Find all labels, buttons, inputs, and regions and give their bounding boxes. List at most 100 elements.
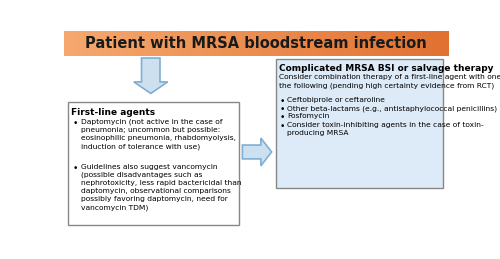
Bar [110, 31, 114, 56]
Bar [398, 31, 404, 56]
Bar [102, 31, 107, 56]
Bar [144, 31, 149, 56]
Bar [168, 31, 172, 56]
Bar [276, 59, 444, 188]
Bar [76, 31, 80, 56]
Bar [106, 31, 110, 56]
Bar [418, 31, 422, 56]
Bar [402, 31, 407, 56]
Bar [210, 31, 214, 56]
Bar [64, 31, 68, 56]
Bar [337, 31, 342, 56]
Bar [345, 31, 350, 56]
Bar [156, 31, 161, 56]
Bar [141, 31, 146, 56]
Bar [218, 31, 222, 56]
Bar [87, 31, 92, 56]
Bar [264, 31, 268, 56]
Bar [302, 31, 307, 56]
Text: •: • [280, 97, 284, 106]
Bar [384, 31, 388, 56]
Text: Other beta-lactams (e.g., antistaphylococcal penicillins): Other beta-lactams (e.g., antistaphyloco… [287, 105, 497, 112]
Bar [230, 31, 234, 56]
Bar [406, 31, 411, 56]
Bar [83, 31, 87, 56]
Bar [283, 31, 288, 56]
Bar [90, 31, 96, 56]
Bar [430, 31, 434, 56]
Bar [164, 31, 168, 56]
Bar [226, 31, 230, 56]
Bar [94, 31, 99, 56]
Text: Ceftobiprole or ceftaroline: Ceftobiprole or ceftaroline [287, 97, 385, 103]
Bar [183, 31, 188, 56]
Bar [68, 102, 238, 225]
Bar [68, 31, 72, 56]
Bar [437, 31, 442, 56]
Text: Complicated MRSA BSI or salvage therapy: Complicated MRSA BSI or salvage therapy [280, 64, 494, 73]
Bar [352, 31, 357, 56]
Bar [306, 31, 311, 56]
Bar [137, 31, 141, 56]
Bar [445, 31, 450, 56]
Bar [260, 31, 264, 56]
Bar [298, 31, 303, 56]
Bar [356, 31, 361, 56]
Bar [326, 31, 330, 56]
Polygon shape [134, 58, 168, 93]
Bar [133, 31, 138, 56]
Bar [79, 31, 84, 56]
Bar [280, 31, 284, 56]
Bar [118, 31, 122, 56]
Bar [148, 31, 153, 56]
Bar [376, 31, 380, 56]
Bar [237, 31, 242, 56]
Bar [129, 31, 134, 56]
Bar [160, 31, 164, 56]
Text: First-line agents: First-line agents [72, 108, 156, 117]
Polygon shape [242, 138, 272, 166]
Bar [222, 31, 226, 56]
Text: •: • [280, 105, 284, 114]
Text: Fosfomycin: Fosfomycin [287, 113, 330, 119]
Bar [310, 31, 315, 56]
Bar [248, 31, 253, 56]
Bar [333, 31, 338, 56]
Bar [179, 31, 184, 56]
Bar [233, 31, 238, 56]
Bar [256, 31, 261, 56]
Text: Patient with MRSA bloodstream infection: Patient with MRSA bloodstream infection [86, 36, 427, 51]
Bar [322, 31, 326, 56]
Bar [295, 31, 300, 56]
Bar [152, 31, 157, 56]
Text: Guidelines also suggest vancomycin
(possible disadvantages such as
nephrotoxicit: Guidelines also suggest vancomycin (poss… [80, 163, 241, 211]
Bar [422, 31, 426, 56]
Text: Daptomycin (not active in the case of
pneumonia; uncommon but possible:
eosinoph: Daptomycin (not active in the case of pn… [80, 119, 235, 150]
Bar [441, 31, 446, 56]
Text: •: • [73, 163, 78, 172]
Bar [395, 31, 400, 56]
Bar [272, 31, 276, 56]
Bar [214, 31, 218, 56]
Bar [122, 31, 126, 56]
Bar [126, 31, 130, 56]
Text: •: • [280, 121, 284, 131]
Bar [410, 31, 415, 56]
Bar [114, 31, 118, 56]
Bar [314, 31, 318, 56]
Text: Consider toxin-inhibiting agents in the case of toxin-
producing MRSA: Consider toxin-inhibiting agents in the … [287, 121, 484, 135]
Bar [380, 31, 384, 56]
Bar [241, 31, 246, 56]
Bar [291, 31, 296, 56]
Text: •: • [73, 119, 78, 128]
Bar [434, 31, 438, 56]
Bar [387, 31, 392, 56]
Bar [330, 31, 334, 56]
Bar [391, 31, 396, 56]
Bar [98, 31, 103, 56]
Bar [194, 31, 200, 56]
Bar [368, 31, 372, 56]
Bar [341, 31, 345, 56]
Bar [268, 31, 272, 56]
Bar [244, 31, 250, 56]
